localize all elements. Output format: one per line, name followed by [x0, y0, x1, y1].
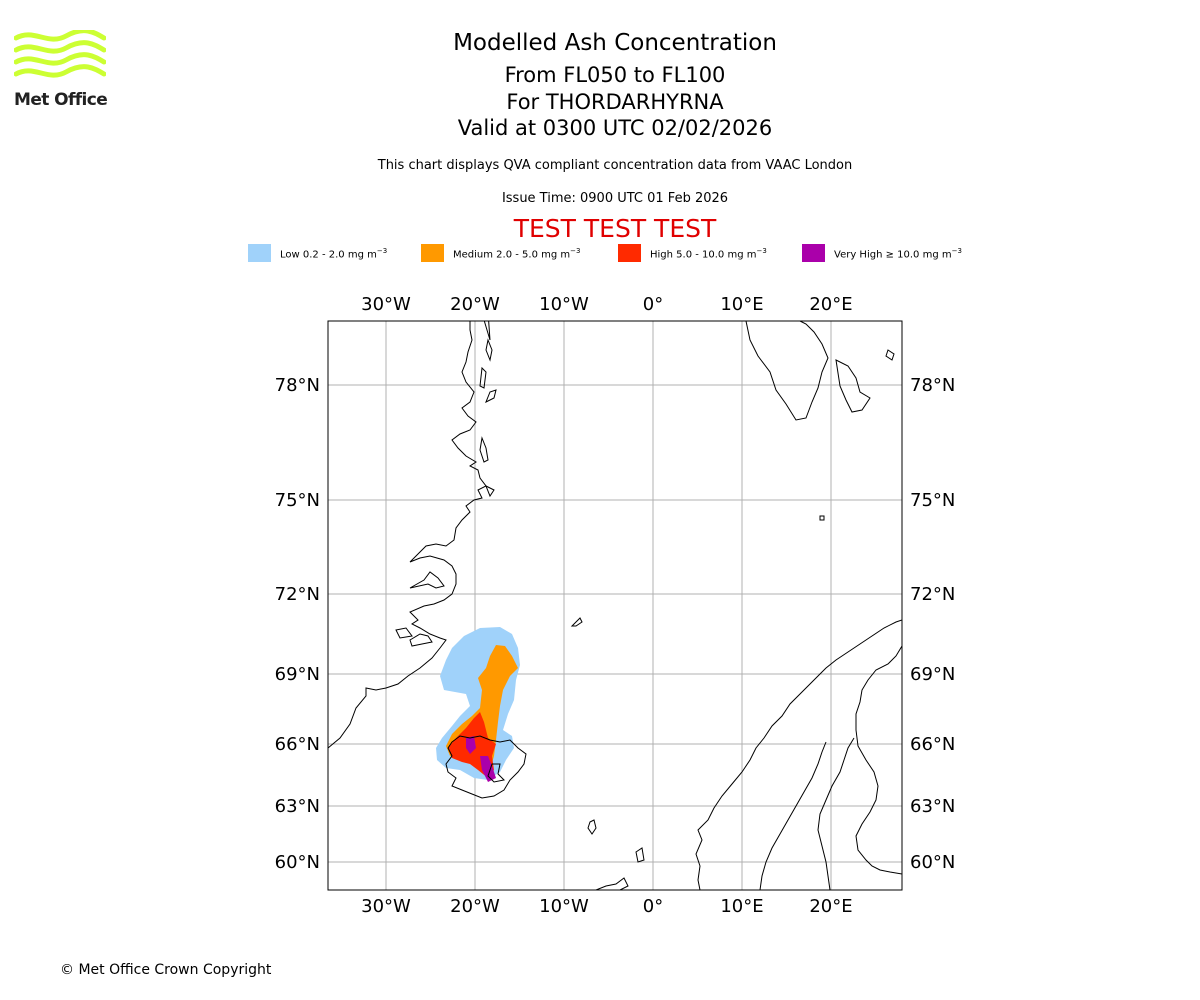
lon-label-top-0: 0°: [643, 294, 663, 315]
lat-label-right-78n: 78°N: [910, 375, 955, 396]
lat-label-right-63n: 63°N: [910, 796, 955, 817]
lat-label-left-69n: 69°N: [275, 664, 320, 685]
legend-label-low: Low 0.2 - 2.0 mg m: [280, 249, 377, 261]
coastlines: [328, 321, 902, 890]
map-frame: [327, 320, 903, 891]
lon-label-bottom-20w: 20°W: [450, 896, 500, 917]
lat-label-left-78n: 78°N: [275, 375, 320, 396]
legend-exponent-medium: −3: [570, 247, 581, 255]
legend-swatch-medium: [421, 244, 444, 262]
lon-label-top-20w: 20°W: [450, 294, 500, 315]
legend-exponent-high: −3: [756, 247, 767, 255]
graticule: [328, 321, 902, 890]
ash-area-very-high: [466, 736, 496, 782]
lon-label-bottom-10e: 10°E: [720, 896, 763, 917]
legend-label-medium: Medium 2.0 - 5.0 mg m: [453, 249, 571, 261]
volcano-name: For THORDARHYRNA: [506, 90, 724, 114]
lat-label-right-75n: 75°N: [910, 490, 955, 511]
legend-exponent-low: −3: [376, 247, 388, 255]
flight-levels: From FL050 to FL100: [504, 63, 726, 87]
lat-label-right-69n: 69°N: [910, 664, 955, 685]
lat-label-left-60n: 60°N: [275, 852, 320, 873]
lon-label-top-10w: 10°W: [539, 294, 589, 315]
issue-time: Issue Time: 0900 UTC 01 Feb 2026: [501, 191, 729, 206]
map-background: [328, 321, 902, 890]
legend-swatch-low: [248, 244, 271, 262]
valid-time: Valid at 0300 UTC 02/02/2026: [457, 116, 773, 140]
copyright-notice: © Met Office Crown Copyright: [60, 962, 272, 978]
legend-exponent-very-high: −3: [951, 247, 962, 255]
lon-label-top-30w: 30°W: [361, 294, 411, 315]
lat-label-right-66n: 66°N: [910, 734, 955, 755]
lon-label-top-20e: 20°E: [809, 294, 852, 315]
test-banner: TEST TEST TEST: [513, 214, 717, 243]
lat-label-left-75n: 75°N: [275, 490, 320, 511]
lat-label-left-72n: 72°N: [275, 584, 320, 605]
legend-label-very-high: Very High ≥ 10.0 mg m: [834, 249, 952, 261]
logo-text: Met Office: [14, 90, 108, 110]
chart-title: Modelled Ash Concentration: [453, 30, 777, 56]
lat-label-right-60n: 60°N: [910, 852, 955, 873]
legend-swatch-very-high: [802, 244, 825, 262]
met-office-wave-icon: [13, 28, 107, 78]
lat-label-left-66n: 66°N: [275, 734, 320, 755]
met-office-logo: Met Office: [13, 28, 109, 112]
legend-label-high: High 5.0 - 10.0 mg m: [650, 249, 757, 261]
lon-label-bottom-0: 0°: [643, 896, 663, 917]
lon-label-top-10e: 10°E: [720, 294, 763, 315]
chart-description: This chart displays QVA compliant concen…: [377, 158, 853, 173]
lat-label-left-63n: 63°N: [275, 796, 320, 817]
lat-label-right-72n: 72°N: [910, 584, 955, 605]
legend-swatch-high: [618, 244, 641, 262]
lon-label-bottom-10w: 10°W: [539, 896, 589, 917]
lon-label-bottom-20e: 20°E: [809, 896, 852, 917]
lon-label-bottom-30w: 30°W: [361, 896, 411, 917]
